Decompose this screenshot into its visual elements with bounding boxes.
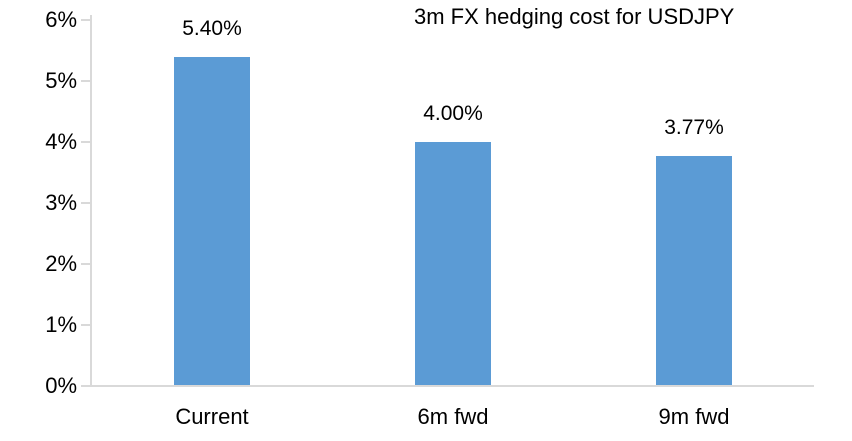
bar [656, 156, 732, 385]
category-label: Current [175, 404, 249, 429]
data-label: 5.40% [182, 17, 242, 40]
y-axis-tick [81, 202, 90, 204]
x-axis-line [90, 385, 814, 387]
y-axis-label: 5% [45, 68, 77, 93]
y-axis-label: 2% [45, 251, 77, 276]
y-axis-tick [81, 324, 90, 326]
y-axis-tick [81, 385, 90, 387]
y-axis-label: 1% [45, 312, 77, 337]
data-label: 4.00% [423, 102, 483, 125]
chart-title: 3m FX hedging cost for USDJPY [414, 4, 735, 29]
y-axis-label: 4% [45, 129, 77, 154]
y-axis-tick [81, 80, 90, 82]
category-label: 6m fwd [417, 404, 489, 429]
data-label: 3.77% [664, 116, 724, 139]
y-axis-line [90, 15, 92, 387]
bar [415, 142, 491, 385]
category-label: 9m fwd [658, 404, 730, 429]
bar [174, 57, 250, 385]
y-axis-label: 3% [45, 190, 77, 215]
y-axis-label: 6% [45, 7, 77, 32]
y-axis-tick [81, 263, 90, 265]
y-axis-label: 0% [45, 373, 77, 398]
y-axis-tick [81, 141, 90, 143]
y-axis-tick [81, 19, 90, 21]
